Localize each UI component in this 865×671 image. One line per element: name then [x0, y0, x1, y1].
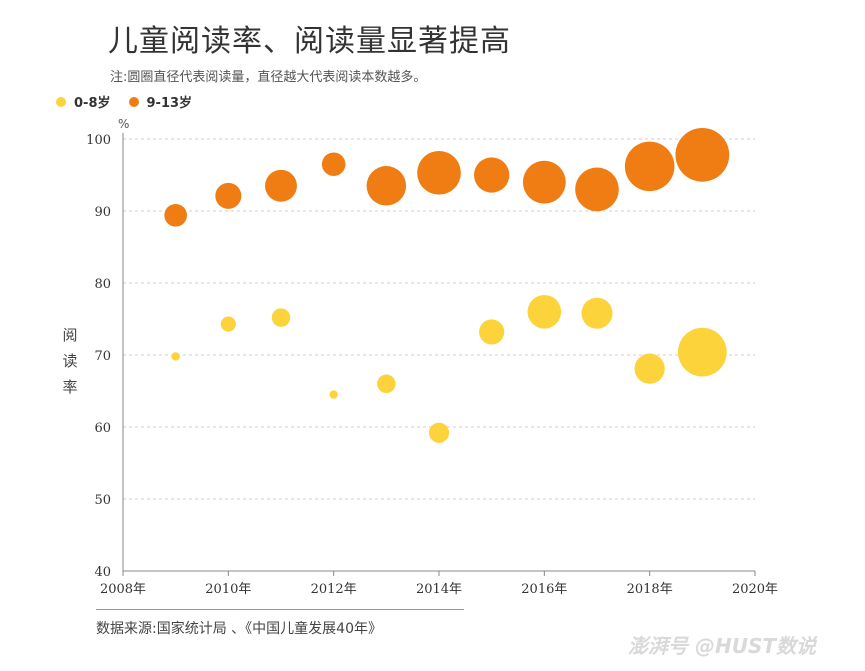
- x-tick-label: 2016年: [521, 582, 567, 597]
- legend-label-9-13: 9-13岁: [146, 96, 193, 111]
- x-tick-label: 2018年: [627, 582, 673, 597]
- x-tick-label: 2020年: [732, 582, 778, 597]
- bubble-point: [271, 308, 291, 327]
- bubble-point: [527, 295, 562, 329]
- bubble-point: [575, 167, 619, 212]
- bubble-point: [675, 127, 730, 182]
- bubble-point: [164, 203, 188, 227]
- bubble-point: [215, 182, 242, 209]
- bubble-point: [428, 422, 450, 443]
- legend-label-0-8: 0-8岁: [74, 96, 111, 111]
- legend: 0-8岁 9-13岁: [56, 92, 210, 111]
- legend-swatch-9-13: [128, 96, 139, 107]
- data-source: 数据来源:国家统计局 、《中国儿童发展40年》: [96, 621, 382, 637]
- x-tick-label: 2012年: [311, 582, 357, 597]
- x-tick-labels: 2008年 2010年 2012年 2014年 2016年 2018年 2020年: [100, 571, 778, 597]
- y-tick-label: 100: [86, 133, 111, 148]
- y-axis-label: 阅读率: [62, 326, 78, 396]
- y-tick-label: 90: [94, 205, 111, 220]
- x-tick-label: 2010年: [205, 582, 251, 597]
- bubble-point: [522, 160, 566, 204]
- bubble-point: [321, 152, 346, 176]
- watermark: 澎湃号 @HUST数说: [628, 634, 816, 658]
- x-tick-label: 2008年: [100, 582, 146, 597]
- legend-swatch-0-8: [56, 96, 66, 107]
- bubble-point: [329, 390, 338, 399]
- bubble-point: [171, 352, 180, 361]
- source-divider: [96, 609, 464, 610]
- bubble-point: [417, 151, 461, 195]
- bubble-point: [677, 327, 727, 377]
- bubble-point: [265, 169, 297, 202]
- bubble-point: [220, 316, 236, 332]
- y-tick-label: 80: [94, 277, 111, 292]
- bubble-point: [479, 319, 505, 345]
- chart-subtitle: 注:圆圈直径代表阅读量，直径越大代表阅读本数越多。: [110, 70, 427, 85]
- bubble-point: [366, 166, 407, 206]
- y-tick-label: 60: [94, 421, 111, 436]
- series-9-13: [164, 127, 730, 227]
- bubble-point: [474, 157, 510, 193]
- bubble-point: [581, 297, 613, 329]
- bubble-point: [377, 374, 396, 394]
- bubble-point: [634, 353, 665, 384]
- y-axis-unit: %: [118, 117, 130, 131]
- chart-title: 儿童阅读率、阅读量显著提高: [108, 24, 511, 59]
- legend-item-0-8: 0-8岁: [56, 92, 111, 111]
- y-tick-label: 70: [94, 349, 111, 364]
- bubble-point: [624, 141, 675, 192]
- y-tick-label: 40: [94, 565, 111, 580]
- y-tick-label: 50: [94, 493, 111, 508]
- legend-item-9-13: 9-13岁: [128, 92, 193, 111]
- series-0-8: [171, 295, 727, 443]
- y-tick-labels: 40 50 60 70 80 90 100: [86, 133, 111, 580]
- bubbles: [164, 127, 730, 443]
- x-tick-label: 2014年: [416, 582, 462, 597]
